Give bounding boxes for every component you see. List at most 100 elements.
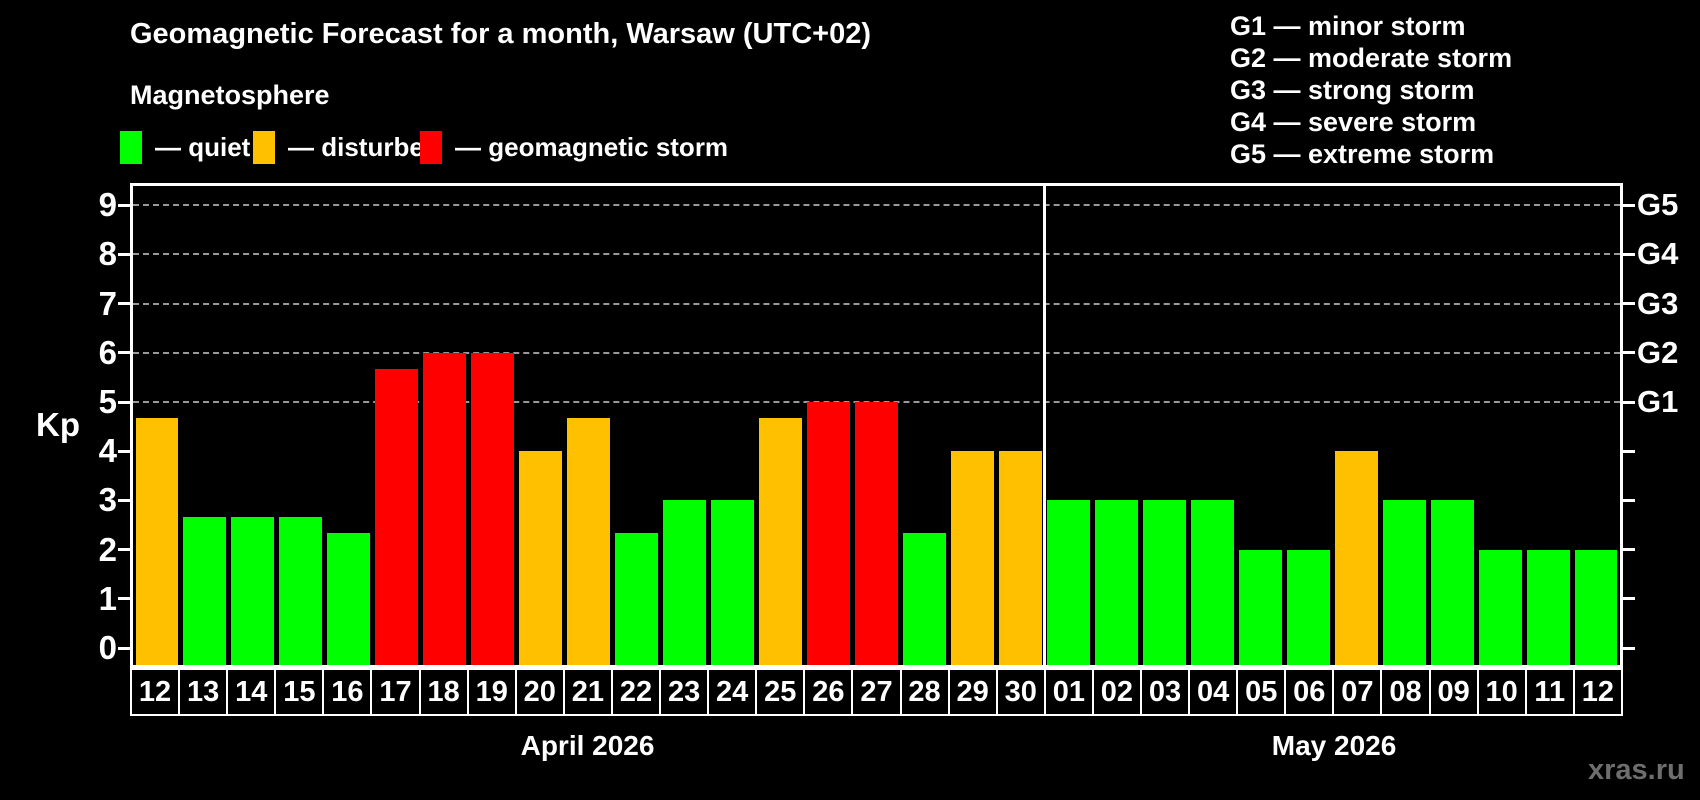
date-cell-april-18: 18 <box>418 670 467 714</box>
kp-bar-april-18 <box>423 352 467 665</box>
date-cell-may-11: 11 <box>1524 670 1573 714</box>
date-cell-april-30: 30 <box>995 670 1044 714</box>
g3-legend-line: G3 — strong storm <box>1230 75 1475 105</box>
date-cell-may-06: 06 <box>1284 670 1332 714</box>
g-scale-label-g2: G2 <box>1637 334 1679 370</box>
date-cell-april-14: 14 <box>226 670 274 714</box>
left-tick-kp4 <box>118 449 130 453</box>
right-tick-kp9 <box>1623 203 1635 207</box>
kp-bar-may-05 <box>1238 549 1282 665</box>
right-tick-kp5 <box>1623 400 1635 404</box>
legend-item-storm: — geomagnetic storm <box>420 129 728 165</box>
right-tick-kp1 <box>1623 597 1635 601</box>
y-tick-label-0: 0 <box>98 629 117 666</box>
date-axis: 12 13 14 15 16 17 18 19 20 21 22 23 24 25 26 27 28 29 30 01… <box>130 668 1623 716</box>
kp-bar-may-07 <box>1334 451 1378 665</box>
quiet-color-swatch <box>120 130 142 164</box>
date-cell-april-26: 26 <box>803 670 851 714</box>
right-tick-kp0 <box>1623 646 1635 650</box>
right-tick-kp2 <box>1623 548 1635 552</box>
kp-bar-april-23 <box>663 500 707 665</box>
left-tick-kp2 <box>118 548 130 552</box>
g-scale-label-g3: G3 <box>1637 285 1679 321</box>
legend-label-quiet: — quiet <box>155 131 251 162</box>
kp-bar-april-22 <box>615 533 659 665</box>
g1-legend-line: G1 — minor storm <box>1230 11 1466 41</box>
left-tick-kp1 <box>118 597 130 601</box>
gridline-kp9 <box>133 204 1620 207</box>
magnetosphere-label: Magnetosphere <box>130 80 330 110</box>
date-cell-may-09: 09 <box>1428 670 1477 714</box>
left-tick-kp3 <box>118 498 130 502</box>
date-cell-april-25: 25 <box>755 670 803 714</box>
left-tick-kp8 <box>118 252 130 256</box>
kp-bar-april-30 <box>998 451 1042 665</box>
date-cell-may-01: 01 <box>1043 670 1092 714</box>
left-tick-kp7 <box>118 302 130 306</box>
g2-legend-line: G2 — moderate storm <box>1230 43 1513 73</box>
legend-item-quiet: — quiet <box>120 129 250 165</box>
y-tick-label-2: 2 <box>98 530 117 568</box>
g5-legend-line: G5 — extreme storm <box>1230 139 1495 169</box>
y-tick-label-6: 6 <box>98 333 117 371</box>
left-tick-kp6 <box>118 351 130 355</box>
date-cell-april-16: 16 <box>322 670 370 714</box>
date-cell-april-22: 22 <box>610 670 659 714</box>
kp-bar-may-06 <box>1286 549 1330 665</box>
left-tick-kp9 <box>118 203 130 207</box>
date-cell-april-29: 29 <box>947 670 996 714</box>
y-tick-label-7: 7 <box>98 284 117 322</box>
storm-color-swatch <box>420 130 442 164</box>
kp-bar-april-28 <box>902 533 946 665</box>
kp-bar-april-20 <box>519 451 563 665</box>
date-cell-april-24: 24 <box>707 670 755 714</box>
date-cell-may-03: 03 <box>1139 670 1188 714</box>
y-axis-title: Kp <box>36 406 80 443</box>
date-cell-may-07: 07 <box>1332 670 1380 714</box>
g-scale-label-g4: G4 <box>1637 236 1679 272</box>
kp-bar-may-03 <box>1142 500 1186 665</box>
date-cell-april-27: 27 <box>851 670 899 714</box>
gridline-kp8 <box>133 253 1620 256</box>
right-tick-kp4 <box>1623 449 1635 453</box>
kp-bar-may-09 <box>1430 500 1474 665</box>
date-cell-may-05: 05 <box>1236 670 1284 714</box>
date-cell-april-23: 23 <box>659 670 707 714</box>
left-tick-kp5 <box>118 400 130 404</box>
month-label-may: May 2026 <box>1271 730 1397 761</box>
right-tick-kp7 <box>1623 302 1635 306</box>
left-tick-kp0 <box>118 646 130 650</box>
kp-bar-may-01 <box>1046 500 1090 665</box>
g-scale-legend: G1 — minor storm G2 — moderate storm G3 … <box>1230 10 1512 170</box>
right-tick-kp6 <box>1623 351 1635 355</box>
chart-title: Geomagnetic Forecast for a month, Warsaw… <box>130 18 872 50</box>
kp-bar-april-19 <box>471 352 515 665</box>
y-tick-label-4: 4 <box>98 432 117 470</box>
g4-legend-line: G4 — severe storm <box>1230 107 1477 137</box>
plot-area: 0 1 2 3 4 5 6 7 8 9 G1 G2 G3 G4 G5 <box>99 183 1678 668</box>
date-cell-april-13: 13 <box>178 670 226 714</box>
g-scale-label-g5: G5 <box>1637 187 1679 223</box>
kp-bar-april-16 <box>327 533 371 665</box>
y-tick-label-8: 8 <box>98 235 117 273</box>
date-cell-april-21: 21 <box>562 670 611 714</box>
legend-item-disturbed: — disturbed <box>253 129 440 165</box>
right-tick-kp8 <box>1623 252 1635 256</box>
kp-bar-may-10 <box>1478 549 1522 665</box>
kp-bar-april-12 <box>135 418 179 665</box>
date-cell-may-04: 04 <box>1188 670 1236 714</box>
legend-label-disturbed: — disturbed <box>288 131 440 162</box>
date-cell-april-20: 20 <box>514 670 563 714</box>
kp-bar-april-26 <box>807 402 850 665</box>
kp-bar-april-29 <box>950 451 994 665</box>
kp-bar-april-17 <box>375 369 419 665</box>
kp-bar-april-24 <box>711 500 755 665</box>
watermark: xras.ru <box>1588 754 1685 786</box>
date-cell-may-08: 08 <box>1380 670 1428 714</box>
kp-bar-april-27 <box>855 402 898 665</box>
date-cell-april-15: 15 <box>274 670 322 714</box>
kp-bar-april-15 <box>279 516 323 665</box>
date-cell-may-12: 12 <box>1572 670 1621 714</box>
kp-bar-april-13 <box>183 516 227 665</box>
